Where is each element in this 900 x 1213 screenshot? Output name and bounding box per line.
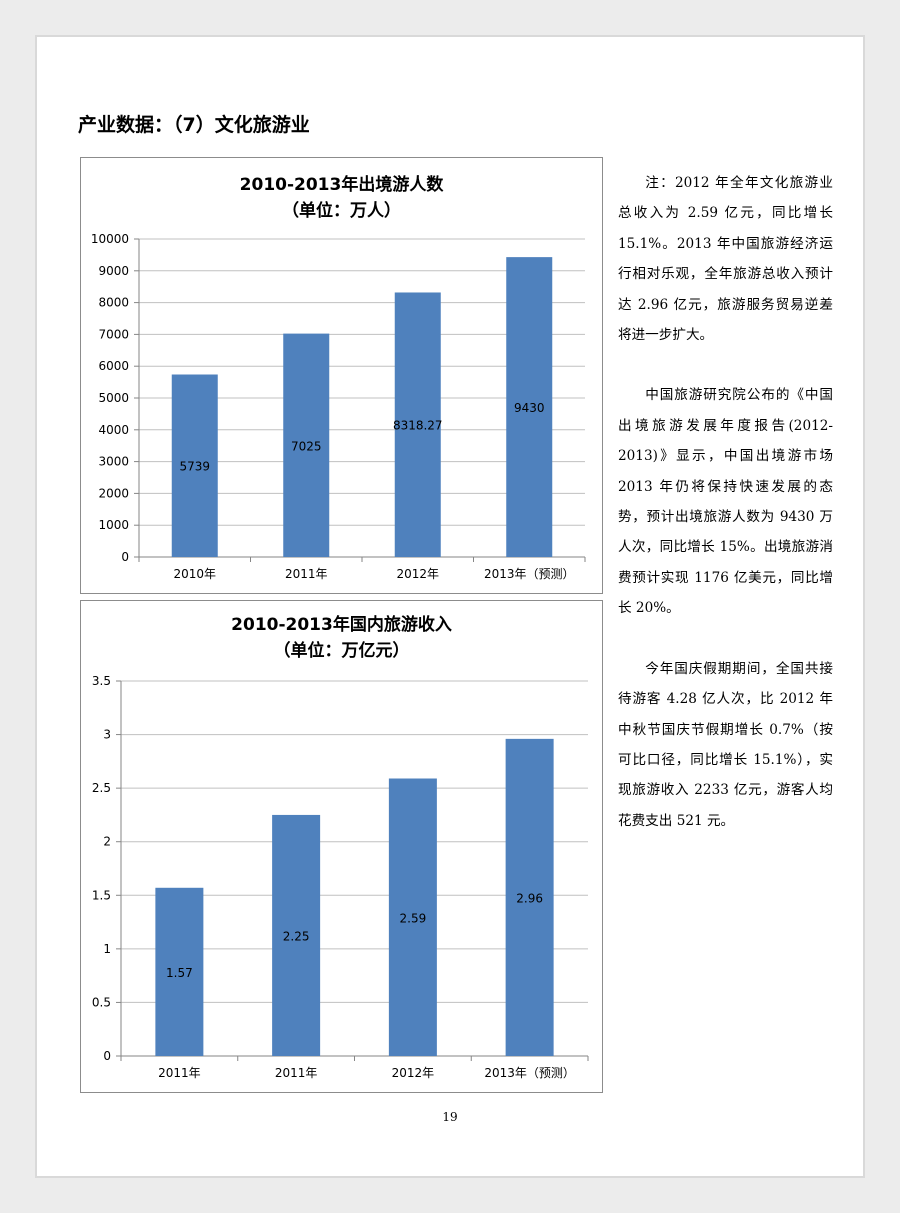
y-tick-label: 2.5 (92, 781, 111, 795)
bar (505, 738, 554, 1056)
bar (155, 887, 204, 1056)
note-paragraph: 中国旅游研究院公布的《中国出境旅游发展年度报告(2012-2013)》显示，中国… (618, 387, 833, 617)
y-tick-label: 3.5 (92, 674, 111, 688)
chart-subtitle-line: （单位：万人） (282, 201, 401, 221)
notes-column: 注：2012 年全年文化旅游业总收入为 2.59 亿元，同比增长 15.1%。2… (618, 168, 833, 866)
chart-title-line: 2010-2013年国内旅游收入 (231, 615, 452, 635)
y-tick-label: 3 (103, 728, 111, 742)
data-label: 2.96 (516, 891, 543, 905)
y-tick-label: 0 (103, 1049, 111, 1063)
y-tick-label: 1.5 (92, 888, 111, 902)
y-tick-label: 10000 (91, 232, 129, 246)
chart-title-line: 2010-2013年出境游人数 (239, 175, 444, 195)
chart-subtitle-line: （单位：万亿元） (273, 641, 410, 661)
y-tick-label: 1 (103, 942, 111, 956)
y-tick-label: 2 (103, 835, 111, 849)
data-label: 7025 (291, 439, 322, 453)
y-tick-label: 9000 (98, 264, 129, 278)
data-label: 2.59 (400, 911, 427, 925)
y-tick-label: 4000 (98, 423, 129, 437)
y-tick-label: 3000 (98, 455, 129, 469)
data-label: 1.57 (166, 966, 193, 980)
x-tick-label: 2011年 (158, 1066, 201, 1080)
bar (171, 374, 218, 557)
x-tick-label: 2013年（预测） (484, 567, 575, 581)
data-label: 9430 (514, 401, 545, 415)
x-tick-label: 2010年 (173, 567, 216, 581)
y-tick-label: 0.5 (92, 995, 111, 1009)
x-tick-label: 2012年 (396, 567, 439, 581)
note-paragraph: 注：2012 年全年文化旅游业总收入为 2.59 亿元，同比增长 15.1%。2… (618, 175, 833, 344)
y-tick-label: 7000 (98, 327, 129, 341)
chart-plot: 0 1000 2000 3000 4000 5000 6000 7000 8000 9000 100… (91, 232, 586, 581)
data-label: 2.25 (283, 929, 310, 943)
y-tick-label: 6000 (98, 359, 129, 373)
x-tick-label: 2011年 (285, 567, 328, 581)
domestic-revenue-chart: 2010-2013年国内旅游收入 （单位：万亿元） 0 0.5 1 1.5 2 2.5 3 3… (80, 600, 603, 1093)
chart-title: 2010-2013年国内旅游收入 （单位：万亿元） (81, 612, 602, 664)
y-tick-label: 2000 (98, 486, 129, 500)
outbound-tourists-chart: 2010-2013年出境游人数 （单位：万人） 0 1000 2000 3000 400… (80, 157, 603, 594)
bar (506, 257, 553, 557)
data-label: 8318.27 (393, 419, 443, 433)
y-tick-label: 8000 (98, 296, 129, 310)
data-label: 5739 (179, 460, 210, 474)
page-heading: 产业数据：（7）文化旅游业 (78, 114, 310, 136)
bar (272, 814, 321, 1056)
x-tick-label: 2012年 (392, 1066, 435, 1080)
y-tick-label: 0 (121, 550, 129, 564)
chart-title: 2010-2013年出境游人数 （单位：万人） (81, 172, 602, 224)
x-tick-label: 2013年（预测） (484, 1066, 575, 1080)
page-number: 19 (442, 1110, 458, 1124)
bar (394, 292, 441, 557)
note-paragraph: 今年国庆假期期间，全国共接待游客 4.28 亿人次，比 2012 年中秋节国庆节… (618, 660, 833, 829)
x-tick-label: 2011年 (275, 1066, 318, 1080)
chart-plot: 0 0.5 1 1.5 2 2.5 3 3.5 1.57 2011年 2.25 2011年 2.59 20… (92, 674, 589, 1080)
bar (283, 333, 330, 557)
y-tick-label: 1000 (98, 518, 129, 532)
bar (388, 778, 437, 1056)
y-tick-label: 5000 (98, 391, 129, 405)
